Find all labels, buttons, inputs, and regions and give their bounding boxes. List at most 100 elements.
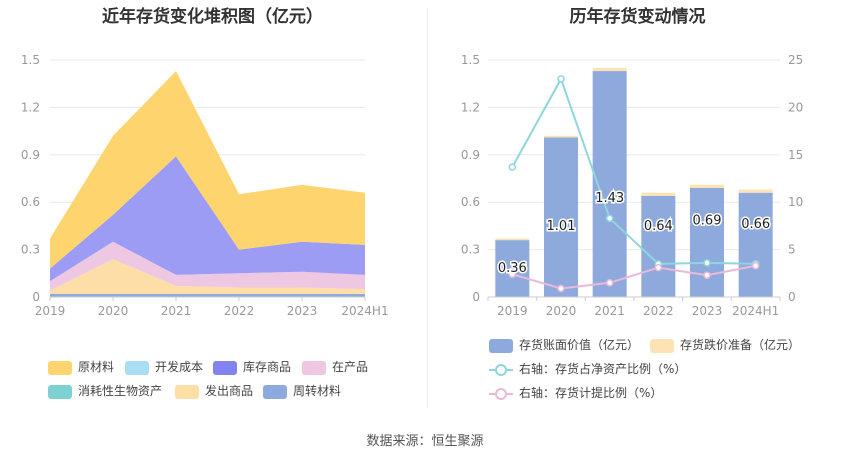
line-provision-ratio	[512, 264, 756, 290]
left-x-tick: 2024H1	[341, 304, 388, 318]
right-y2-tick: 25	[788, 53, 803, 67]
right-chart-title: 历年存货变动情况	[569, 7, 706, 27]
bar-provision	[592, 67, 627, 72]
legend-item[interactable]: 周转材料	[263, 382, 341, 400]
left-y-tick: 1.5	[21, 53, 40, 67]
point-provision-ratio	[654, 263, 663, 272]
area-原材料	[50, 71, 365, 269]
bar-provision	[690, 184, 724, 188]
area-库存商品	[50, 156, 365, 282]
bar-data-label: 1.43	[595, 191, 624, 206]
legend-swatch	[489, 387, 513, 401]
bar-book-value	[641, 195, 676, 297]
bar-book-value	[690, 187, 724, 297]
legend-item[interactable]: 存货账面价值（亿元）	[489, 336, 639, 354]
legend-label: 右轴：存货计提比例（%）	[519, 386, 663, 400]
legend-label: 消耗性生物资产	[78, 384, 163, 398]
right-y-tick: 1.2	[461, 100, 480, 114]
legend-swatch	[489, 363, 513, 377]
point-provision-ratio	[605, 279, 614, 287]
area-周转材料	[50, 293, 365, 297]
right-y2-tick: 0	[788, 290, 796, 304]
legend-item[interactable]: 开发成本	[125, 358, 203, 376]
left-y-tick: 0.9	[21, 148, 40, 162]
legend-item[interactable]: 右轴：存货占净资产比例（%）	[489, 360, 686, 378]
legend-label: 库存商品	[243, 360, 292, 374]
point-provision-ratio	[703, 271, 711, 279]
bar-provision	[738, 189, 773, 193]
right-y2-tick: 15	[788, 148, 803, 162]
legend-swatch	[48, 384, 72, 399]
left-x-tick: 2023	[287, 304, 318, 318]
bar-book-value	[544, 137, 578, 297]
right-y-tick: 1.5	[461, 53, 480, 67]
left-y-tick: 0.6	[21, 195, 40, 209]
legend-item[interactable]: 发出商品	[175, 382, 253, 400]
point-provision-ratio	[557, 284, 565, 293]
right-y-tick: 0.9	[461, 148, 480, 162]
right-x-tick: 2020	[546, 304, 577, 318]
left-y-tick: 1.2	[21, 100, 40, 114]
right-x-tick: 2024H1	[732, 304, 779, 318]
legend-label: 存货跌价准备（亿元）	[680, 338, 801, 352]
legend-swatch	[213, 360, 237, 375]
bar-data-label: 0.69	[693, 214, 722, 229]
right-y-tick: 0.6	[461, 195, 480, 209]
point-ratio-net-assets	[557, 75, 565, 83]
right-y2-tick: 20	[788, 100, 803, 114]
right-x-tick: 2023	[692, 304, 723, 318]
right-y-tick: 0	[472, 290, 480, 304]
legend-label: 原材料	[78, 360, 115, 374]
bar-provision	[495, 238, 530, 241]
bar-book-value	[738, 192, 773, 297]
legend-item[interactable]: 消耗性生物资产	[48, 382, 162, 400]
legend-swatch	[48, 360, 72, 375]
left-x-tick: 2021	[161, 304, 192, 318]
point-ratio-net-assets	[508, 163, 517, 171]
bar-data-label: 0.64	[644, 219, 673, 234]
bar-data-label: 0.36	[498, 261, 527, 276]
legend-label: 存货账面价值（亿元）	[519, 338, 640, 352]
left-y-tick: 0.3	[21, 243, 40, 257]
legend-item[interactable]: 库存商品	[213, 358, 291, 376]
left-x-tick: 2022	[224, 304, 255, 318]
bar-book-value	[495, 240, 530, 297]
point-ratio-net-assets	[605, 214, 614, 223]
point-provision-ratio	[508, 270, 517, 278]
legend-swatch	[175, 384, 199, 399]
legend-label: 右轴：存货占净资产比例（%）	[519, 362, 687, 376]
point-provision-ratio	[751, 261, 760, 270]
area-发出商品	[50, 259, 365, 294]
legend-label: 周转材料	[293, 384, 342, 398]
left-y-tick: 0	[32, 290, 40, 304]
right-x-tick: 2019	[497, 304, 528, 318]
right-y2-tick: 10	[788, 195, 803, 209]
legend-item[interactable]: 原材料	[48, 358, 114, 376]
right-y2-tick: 5	[788, 243, 796, 257]
point-ratio-net-assets	[703, 259, 711, 267]
legend-swatch	[489, 338, 513, 353]
bar-provision	[641, 192, 676, 196]
divider	[427, 8, 428, 408]
right-x-tick: 2021	[594, 304, 625, 318]
bar-data-label: 0.66	[741, 217, 770, 232]
legend-swatch	[302, 360, 326, 375]
legend-swatch	[263, 384, 287, 399]
right-y-tick: 0.3	[461, 243, 480, 257]
bar-provision	[544, 135, 578, 138]
right-x-tick: 2022	[643, 304, 674, 318]
left-x-tick: 2019	[35, 304, 66, 318]
legend-item[interactable]: 在产品	[302, 358, 368, 376]
left-chart-title: 近年存货变化堆积图（亿元）	[102, 7, 323, 27]
left-x-tick: 2020	[98, 304, 129, 318]
data-source: 数据来源：恒生聚源	[366, 434, 484, 449]
legend-label: 开发成本	[155, 360, 204, 374]
legend-item[interactable]: 存货跌价准备（亿元）	[650, 336, 800, 354]
area-在产品	[50, 241, 365, 291]
legend-label: 在产品	[332, 360, 369, 374]
bar-data-label: 1.01	[547, 219, 576, 234]
legend-swatch	[650, 338, 674, 353]
legend-item[interactable]: 右轴：存货计提比例（%）	[489, 384, 662, 402]
legend-label: 发出商品	[205, 384, 254, 398]
